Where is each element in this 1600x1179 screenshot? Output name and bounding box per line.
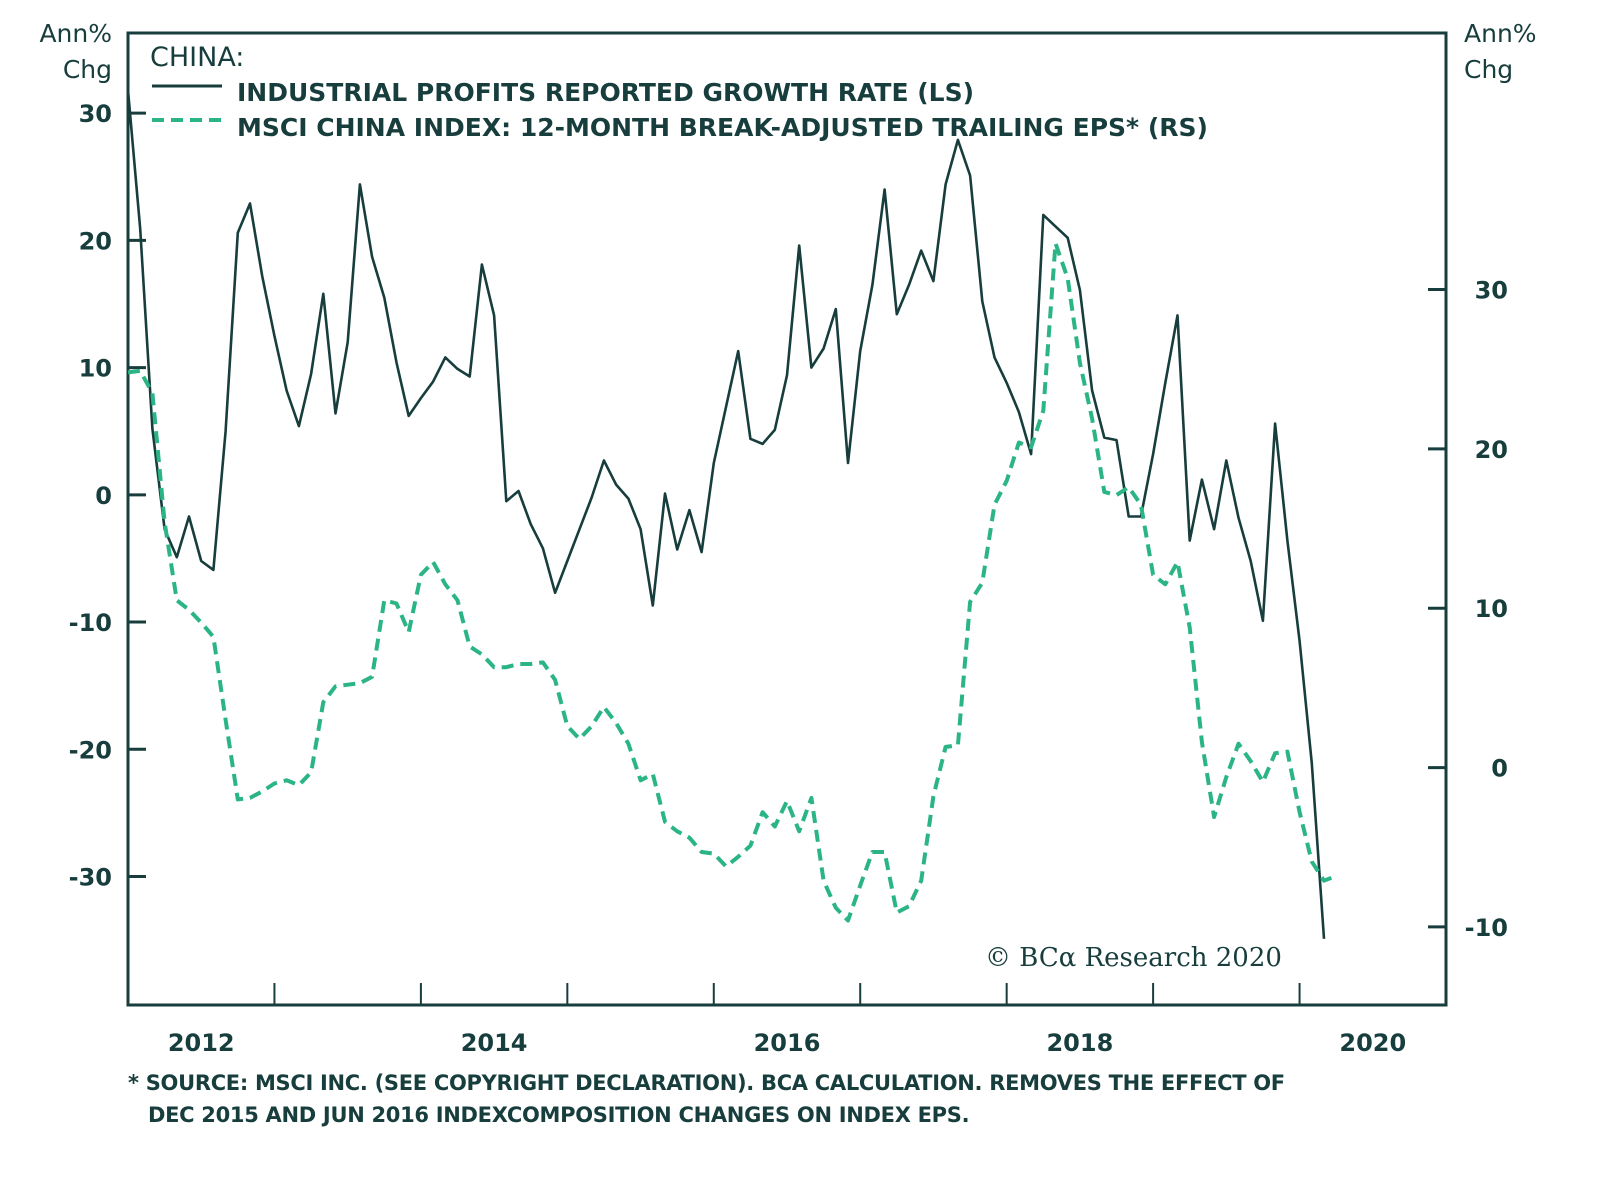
right-tick-label: 0	[1491, 755, 1508, 783]
x-tick-label: 2012	[168, 1029, 235, 1057]
right-tick-label: 10	[1475, 595, 1508, 623]
footnote: * SOURCE: MSCI INC. (SEE COPYRIGHT DECLA…	[128, 1067, 1488, 1131]
right-axis-label-line2: Chg	[1464, 55, 1513, 84]
x-axis: 2012 2014 2016 2018 2020	[168, 983, 1406, 1057]
x-tick-label: 2014	[461, 1029, 528, 1057]
series-layer	[126, 90, 1337, 939]
left-axis-label-line1: Ann%	[39, 19, 112, 48]
left-tick-label: 30	[79, 100, 112, 128]
footnote-line-2: DEC 2015 AND JUN 2016 INDEXCOMPOSITION C…	[148, 1103, 970, 1127]
left-tick-label: -30	[69, 864, 112, 892]
left-tick-label: 0	[95, 482, 112, 510]
plot-frame	[126, 31, 1448, 1007]
right-tick-label: -10	[1465, 914, 1508, 942]
right-tick-label: 20	[1475, 436, 1508, 464]
left-tick-label: -20	[69, 736, 112, 764]
x-tick-label: 2020	[1339, 1029, 1406, 1057]
left-axis: 30 20 10 0 -10 -20 -30	[69, 100, 146, 892]
left-tick-label: 10	[79, 355, 112, 383]
x-tick-label: 2016	[754, 1029, 821, 1057]
right-tick-label: 30	[1475, 277, 1508, 305]
series-line-msci-eps	[127, 241, 1337, 923]
right-axis: 30 20 10 0 -10	[1428, 277, 1508, 942]
x-tick-label: 2018	[1046, 1029, 1113, 1057]
left-tick-label: -10	[69, 609, 112, 637]
legend-label-msci-eps: MSCI CHINA INDEX: 12-MONTH BREAK-ADJUSTE…	[237, 113, 1208, 142]
legend-label-industrial-profits: INDUSTRIAL PROFITS REPORTED GROWTH RATE …	[237, 78, 974, 107]
left-axis-label-line2: Chg	[63, 55, 112, 84]
footnote-line-1: * SOURCE: MSCI INC. (SEE COPYRIGHT DECLA…	[128, 1071, 1285, 1095]
right-axis-label-line1: Ann%	[1464, 19, 1537, 48]
chart-title: CHINA:	[150, 42, 244, 73]
left-tick-label: 20	[79, 227, 112, 255]
copyright-annotation: © BCα Research 2020	[985, 943, 1282, 973]
